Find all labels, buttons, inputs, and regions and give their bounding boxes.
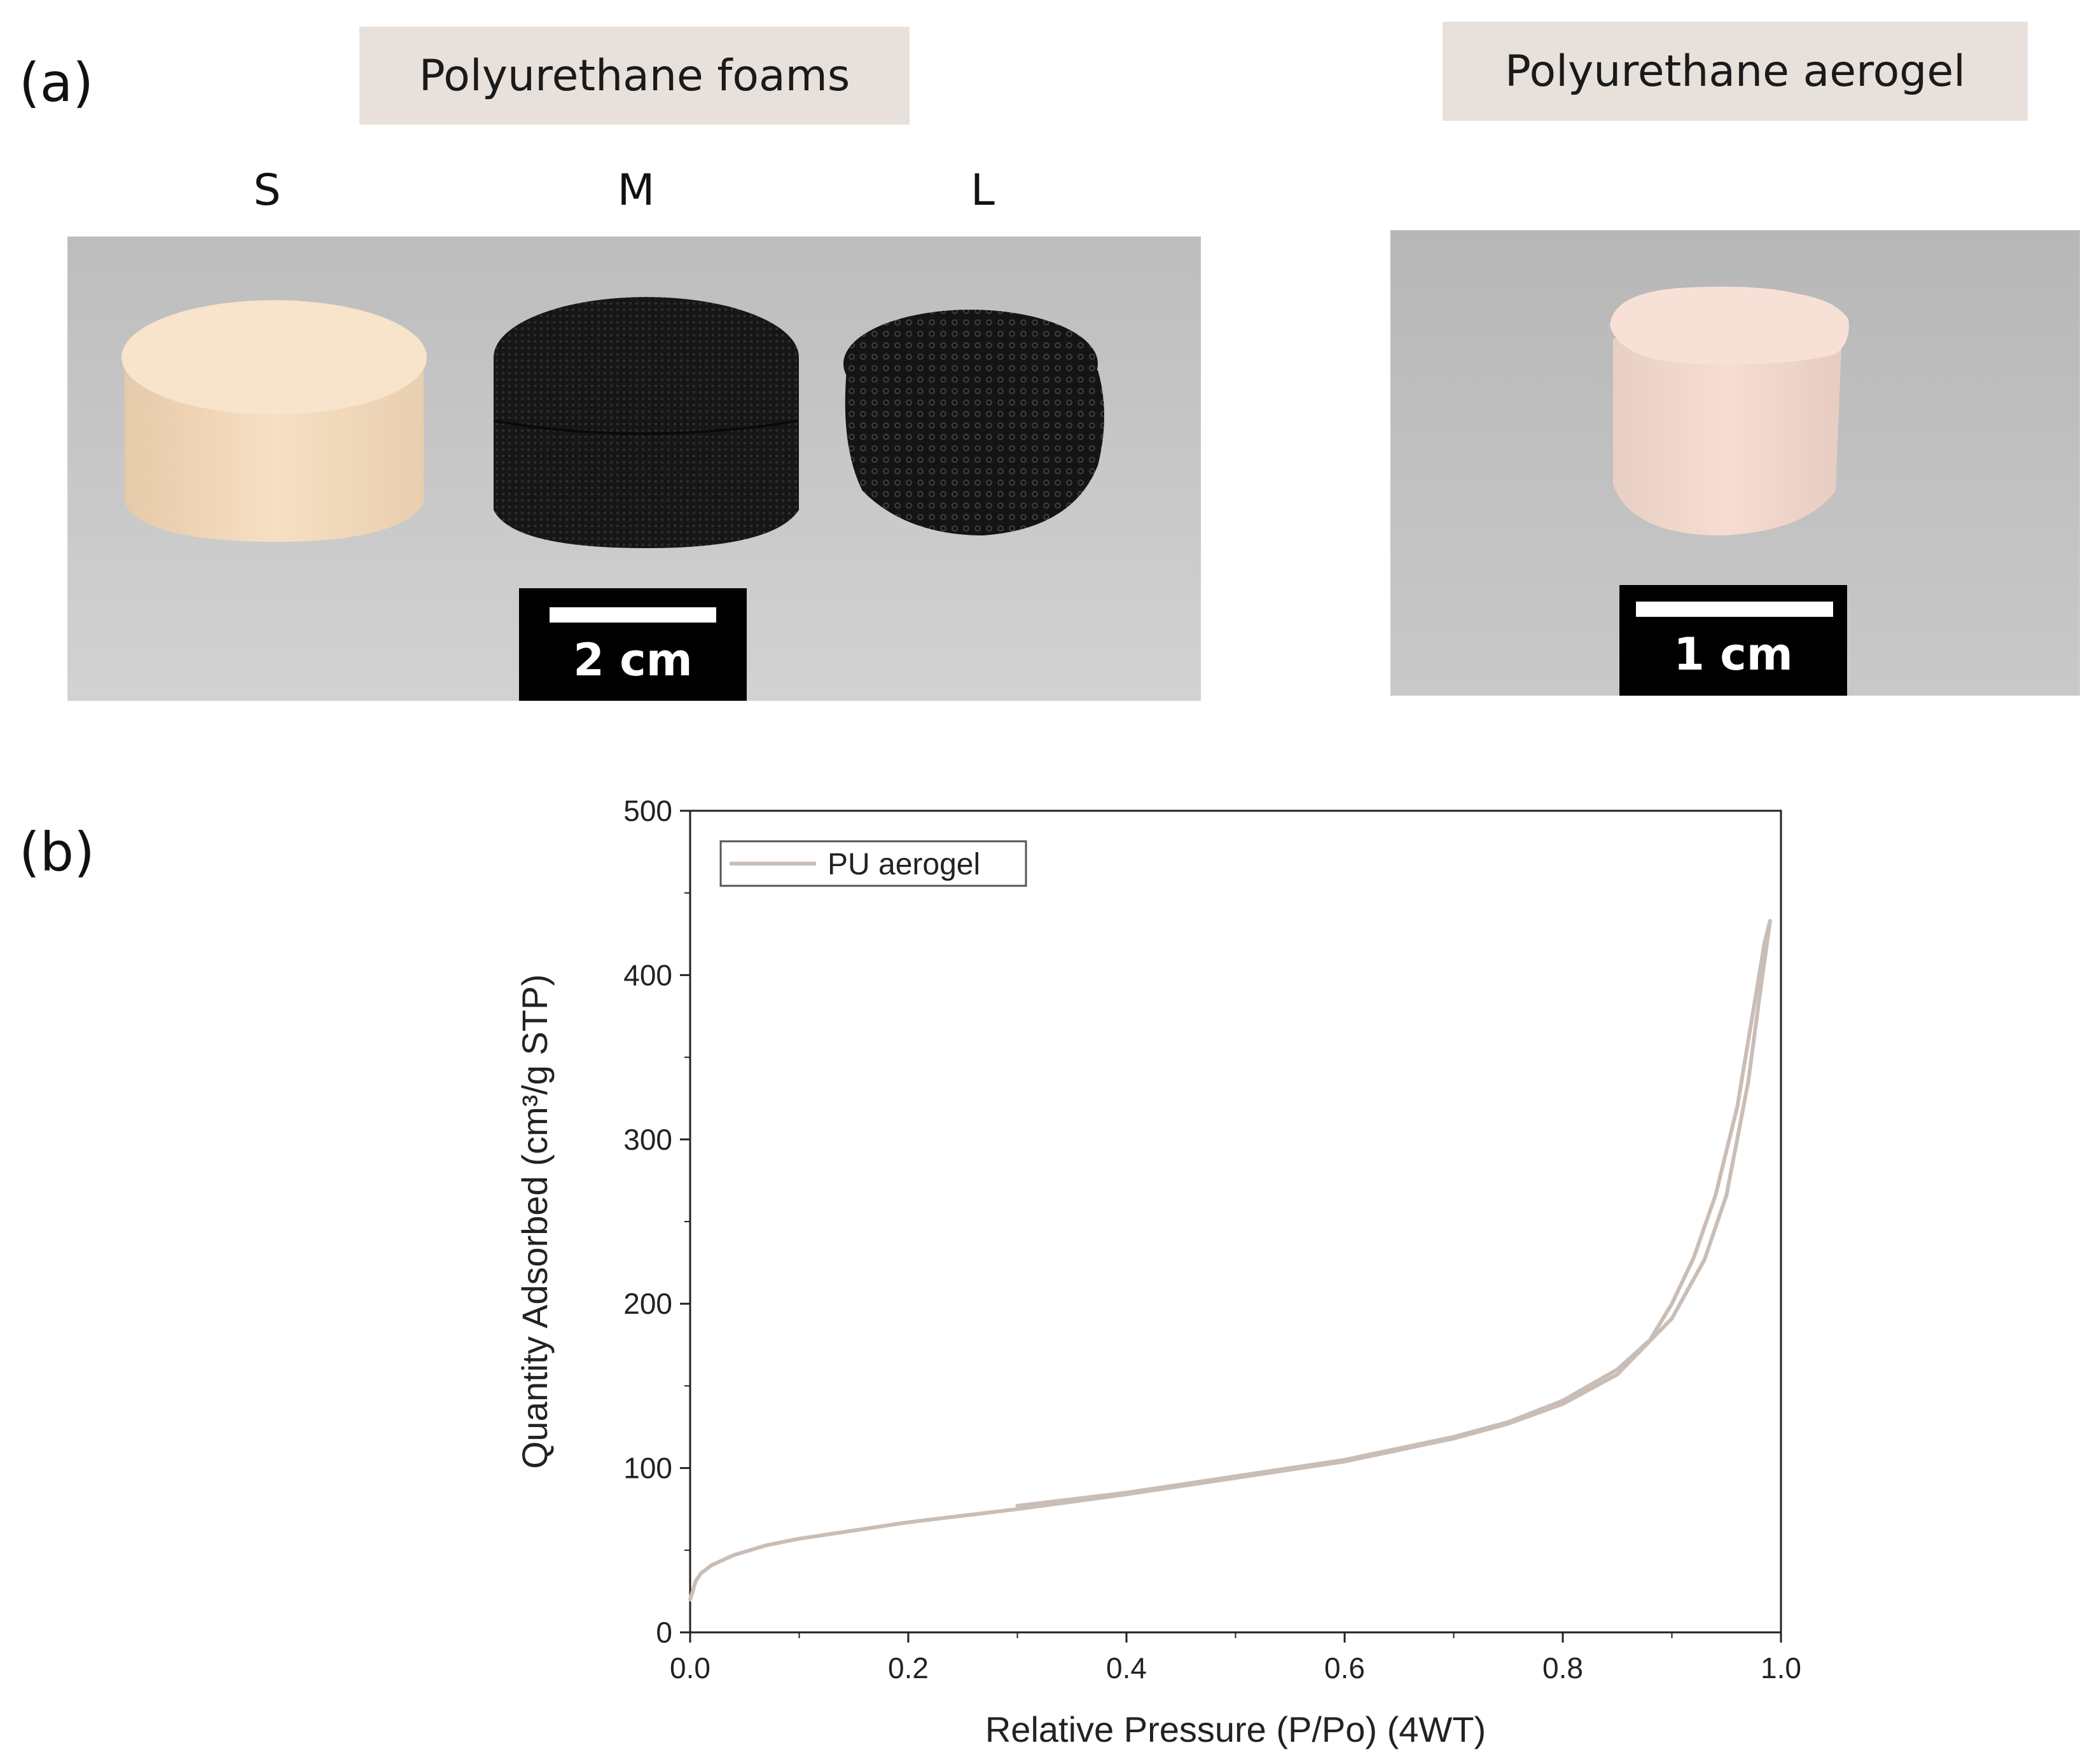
foam-m-shape: [494, 297, 799, 548]
panel-b-label: (b): [19, 821, 95, 883]
foams-scalebar-label: 2 cm: [573, 634, 693, 686]
legend-label: PU aerogel: [828, 848, 980, 881]
panel-a-label: (a): [19, 52, 94, 114]
aerogel-photo: 1 cm: [1390, 230, 2080, 696]
series-line-desorption: [1015, 919, 1772, 1508]
x-tick-label: 0.0: [670, 1651, 710, 1685]
foams-title: Polyurethane foams: [359, 27, 910, 125]
x-axis-label: Relative Pressure (P/Po) (4WT): [985, 1709, 1486, 1749]
x-tick-label: 0.8: [1542, 1651, 1583, 1685]
x-tick-label: 0.2: [888, 1651, 929, 1685]
y-tick-label: 300: [623, 1123, 672, 1156]
size-label-m: M: [617, 165, 655, 216]
y-tick-label: 500: [623, 794, 672, 827]
y-tick-label: 400: [623, 958, 672, 991]
aerogel-shape: [1610, 286, 1849, 535]
foam-s-shape: [121, 300, 427, 542]
aerogel-scalebar-label: 1 cm: [1673, 628, 1793, 680]
y-tick-label: 200: [623, 1287, 672, 1320]
y-axis-label: Quantity Adsorbed (cm³/g STP): [515, 974, 555, 1469]
isotherm-chart: 0.0 0.2 0.4 0.6 0.8 1.0 0 100 200 300 400 500 PU ae…: [509, 789, 1806, 1761]
y-tick-label: 100: [623, 1452, 672, 1485]
foams-scalebar: 2 cm: [519, 588, 747, 701]
aerogel-scalebar: 1 cm: [1619, 585, 1847, 696]
isotherm-chart-svg: 0.0 0.2 0.4 0.6 0.8 1.0 0 100 200 300 400 500 PU ae…: [509, 789, 1806, 1761]
x-tick-label: 0.6: [1324, 1651, 1365, 1685]
size-label-l: L: [971, 165, 995, 216]
x-tick-label: 0.4: [1106, 1651, 1147, 1685]
size-label-s: S: [253, 165, 281, 216]
foams-photo: 2 cm: [67, 237, 1201, 701]
x-tick-label: 1.0: [1761, 1651, 1801, 1685]
foam-l-shape: [843, 310, 1104, 535]
y-tick-label: 0: [656, 1616, 672, 1649]
aerogel-title: Polyurethane aerogel: [1443, 22, 2028, 121]
